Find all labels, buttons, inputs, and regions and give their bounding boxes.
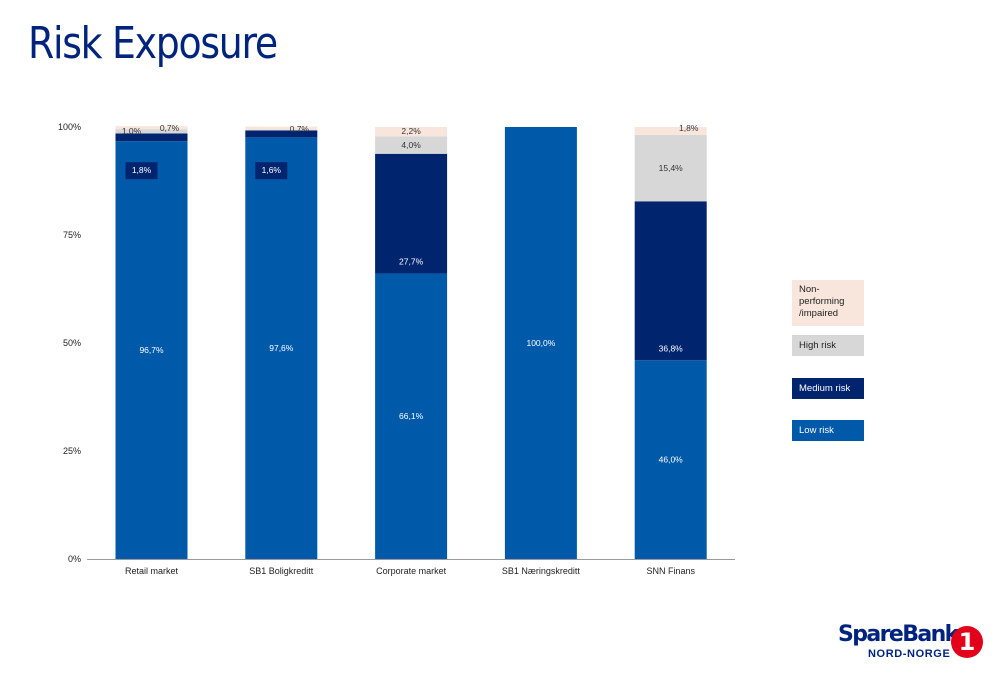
bar-low-risk-retail-market: [115, 141, 188, 560]
bar-low-risk-snn-finans: [634, 360, 707, 559]
legend-item-non-performing-impaired: Non-performing /impaired: [792, 280, 864, 326]
x-tick-label-sb1-boligkreditt: SB1 Boligkreditt: [249, 566, 314, 576]
value-label-medium-risk-retail-market: 1,8%: [132, 165, 152, 175]
value-label-medium-risk-snn-finans: 36,8%: [659, 343, 684, 353]
legend-item-high-risk: High risk: [792, 335, 864, 356]
x-tick-label-corporate-market: Corporate market: [376, 566, 447, 576]
bar-non-performing-impaired-snn-finans: [634, 127, 707, 135]
value-label-low-risk-sb1-boligkreditt: 97,6%: [269, 343, 294, 353]
bar-low-risk-sb1-n-ringskreditt: [504, 127, 577, 559]
bar-non-performing-impaired-corporate-market: [375, 127, 448, 137]
value-label-high-risk-retail-market: 1,0%: [122, 126, 142, 136]
value-label-non-performing-impaired-retail-market: 0,7%: [160, 123, 180, 133]
bar-low-risk-sb1-boligkreditt: [245, 137, 318, 560]
bars-layer: [115, 126, 707, 560]
value-label-medium-risk-sb1-boligkreditt: 1,6%: [262, 165, 282, 175]
legend-item-low-risk: Low risk: [792, 420, 864, 441]
value-label-non-performing-impaired-snn-finans: 1,8%: [679, 123, 699, 133]
bar-low-risk-corporate-market: [375, 273, 448, 559]
bar-medium-risk-corporate-market: [375, 153, 448, 274]
y-tick-label: 50%: [63, 338, 81, 348]
logo-one-badge: 1: [951, 626, 983, 658]
value-label-low-risk-corporate-market: 66,1%: [399, 411, 424, 421]
y-tick-label: 100%: [58, 122, 81, 132]
value-label-low-risk-snn-finans: 46,0%: [659, 455, 684, 465]
x-tick-label-retail-market: Retail market: [125, 566, 179, 576]
axes-layer: 0% 25% 50% 75% 100% Retail market SB1 Boligkre…: [58, 122, 735, 576]
x-tick-label-sb1-n-ringskreditt: SB1 Næringskreditt: [502, 566, 581, 576]
value-labels-layer: 96,7% 1,8% 1,0% 0,7% 97,6% 1,6% 0,7% 66,1% 27,7%…: [122, 123, 699, 465]
value-label-low-risk-sb1-n-ringskreditt: 100,0%: [526, 338, 555, 348]
sparebank-logo: SpareBank 1 NORD-NORGE: [838, 622, 988, 666]
value-label-non-performing-impaired-sb1-boligkreditt: 0,7%: [290, 124, 310, 134]
value-label-high-risk-snn-finans: 15,4%: [659, 163, 684, 173]
value-label-high-risk-corporate-market: 4,0%: [401, 140, 421, 150]
label-box-sb1-boligkreditt: [255, 162, 288, 180]
value-label-medium-risk-corporate-market: 27,7%: [399, 256, 424, 266]
logo-subtitle: NORD-NORGE: [868, 648, 951, 660]
y-tick-label: 75%: [63, 230, 81, 240]
value-label-non-performing-impaired-corporate-market: 2,2%: [401, 126, 421, 136]
bar-medium-risk-retail-market: [115, 133, 188, 142]
bar-medium-risk-snn-finans: [634, 201, 707, 361]
bar-medium-risk-sb1-boligkreditt: [245, 130, 318, 138]
label-box-retail-market: [125, 162, 158, 180]
y-tick-label: 0%: [68, 554, 81, 564]
x-tick-label-snn-finans: SNN Finans: [646, 566, 695, 576]
bar-non-performing-impaired-retail-market: [115, 126, 188, 130]
bar-high-risk-snn-finans: [634, 134, 707, 202]
y-tick-label: 25%: [63, 446, 81, 456]
logo-wordmark: SpareBank: [838, 622, 959, 647]
bar-non-performing-impaired-sb1-boligkreditt: [245, 126, 318, 130]
page-title: Risk Exposure: [28, 18, 278, 69]
value-label-low-risk-retail-market: 96,7%: [139, 345, 164, 355]
legend-item-medium-risk: Medium risk: [792, 378, 864, 399]
bar-high-risk-retail-market: [115, 129, 188, 134]
bar-high-risk-corporate-market: [375, 136, 448, 154]
bar-high-risk-sb1-boligkreditt: [245, 129, 318, 131]
